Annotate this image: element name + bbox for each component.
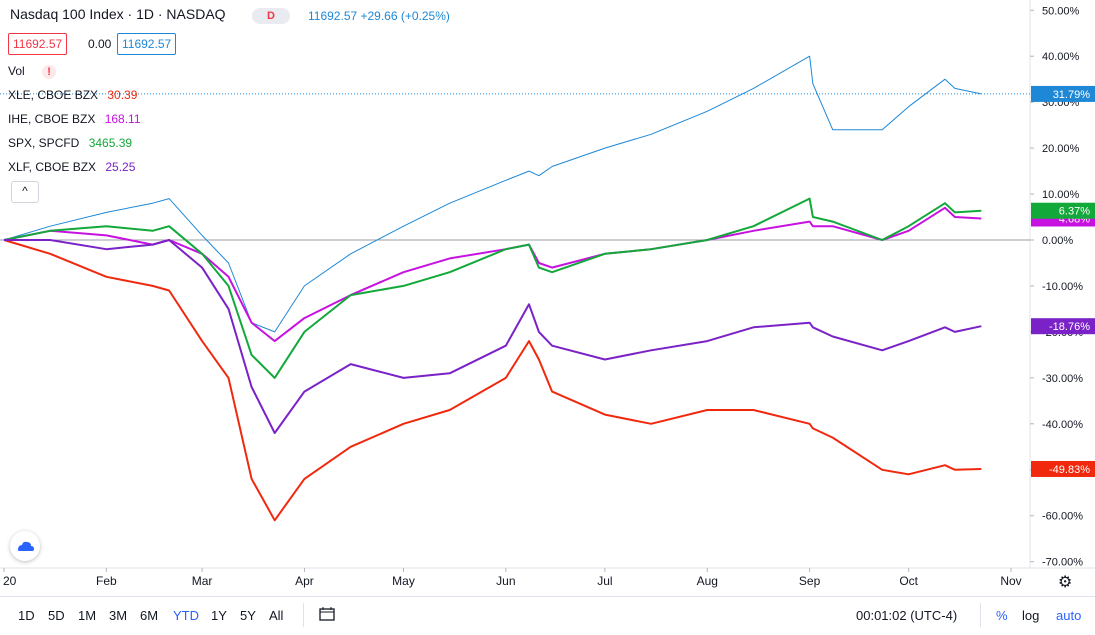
legend-collapse-button[interactable]: ^ [11, 181, 39, 203]
series-line-0[interactable] [3, 55, 982, 333]
x-tick-label: Aug [697, 574, 718, 588]
auto-toggle[interactable]: auto [1056, 608, 1082, 623]
last-value-label-1: -49.83% [1049, 464, 1090, 476]
y-tick-label: -60.00% [1042, 511, 1083, 523]
series-line-4[interactable] [4, 239, 982, 434]
last-value-label-4: -18.76% [1049, 321, 1090, 333]
x-tick-label: Feb [96, 574, 117, 588]
y-tick-label: -70.00% [1042, 557, 1083, 569]
x-tick-label: Oct [899, 574, 918, 588]
range-1y[interactable]: 1Y [211, 608, 227, 623]
y-tick-label: 20.00% [1042, 143, 1080, 155]
vol-label: Vol [8, 64, 25, 78]
y-tick-label: -30.00% [1042, 373, 1083, 385]
series-line-2[interactable] [3, 206, 982, 343]
last-value-badge-0 [1031, 85, 1095, 102]
y-tick-label: 50.00% [1042, 5, 1080, 17]
y-tick-label: 40.00% [1042, 51, 1080, 63]
last-value-badge-4 [1031, 318, 1095, 335]
x-tick-label: 20 [3, 574, 17, 588]
legend-item-spx[interactable]: SPX, SPCFD 3465.39 [8, 136, 133, 150]
last-value-label-0: 31.79% [1053, 89, 1091, 101]
y-tick-label: 0.00% [1042, 235, 1073, 247]
range-5y[interactable]: 5Y [240, 608, 256, 623]
x-tick-label: Jun [496, 574, 515, 588]
y-tick-label: -40.00% [1042, 419, 1083, 431]
range-1d[interactable]: 1D [18, 608, 35, 623]
price-box-low: 11692.57 [8, 33, 68, 55]
price-box-diff: 0.00 [88, 37, 112, 51]
x-tick-label: Sep [799, 574, 821, 588]
price-box-high: 11692.57 [117, 33, 177, 55]
price-change: 11692.57 +29.66 (+0.25%) [308, 9, 450, 23]
warning-icon[interactable]: ! [42, 65, 57, 79]
last-value-label-3: 6.37% [1059, 206, 1090, 218]
last-value-badge-1 [1031, 460, 1095, 477]
range-1m[interactable]: 1M [78, 608, 97, 623]
x-tick-label: May [392, 574, 415, 588]
x-tick-label: Apr [295, 574, 314, 588]
cloud-icon [18, 541, 34, 551]
clock-display[interactable]: 00:01:02 (UTC-4) [856, 608, 958, 623]
bottom-toolbar: 1D 5D 1M 3M 6M YTD 1Y 5Y All 00:01:02 (U… [0, 596, 1095, 635]
range-ytd[interactable]: YTD [173, 608, 199, 623]
percent-toggle[interactable]: % [996, 608, 1008, 623]
x-tick-label: Nov [1000, 574, 1021, 588]
symbol-title[interactable]: Nasdaq 100 Index · 1D · NASDAQ [10, 6, 226, 22]
range-3m[interactable]: 3M [109, 608, 128, 623]
tradingview-logo[interactable] [10, 531, 40, 561]
data-status-badge[interactable]: D [252, 8, 290, 24]
gear-icon[interactable]: ⚙ [1058, 574, 1073, 591]
series-line-3[interactable] [3, 197, 982, 379]
calendar-compare-icon[interactable] [318, 606, 336, 625]
x-tick-label: Mar [192, 574, 213, 588]
legend-item-xlf[interactable]: XLF, CBOE BZX 25.25 [8, 160, 136, 174]
log-toggle[interactable]: log [1022, 608, 1040, 623]
range-6m[interactable]: 6M [140, 608, 159, 623]
x-tick-label: Jul [597, 574, 612, 588]
y-tick-label: 10.00% [1042, 189, 1080, 201]
legend-item-ihe[interactable]: IHE, CBOE BZX 168.11 [8, 112, 141, 126]
legend-item-xle[interactable]: XLE, CBOE BZX 30.39 [8, 88, 138, 102]
toolbar-divider [980, 603, 981, 627]
range-all[interactable]: All [269, 608, 284, 623]
toolbar-divider [303, 603, 304, 627]
last-value-badge-3 [1031, 202, 1095, 219]
series-line-1[interactable] [3, 239, 982, 522]
range-5d[interactable]: 5D [48, 608, 65, 623]
vol-legend[interactable]: Vol ! [8, 64, 57, 79]
y-tick-label: -10.00% [1042, 281, 1083, 293]
